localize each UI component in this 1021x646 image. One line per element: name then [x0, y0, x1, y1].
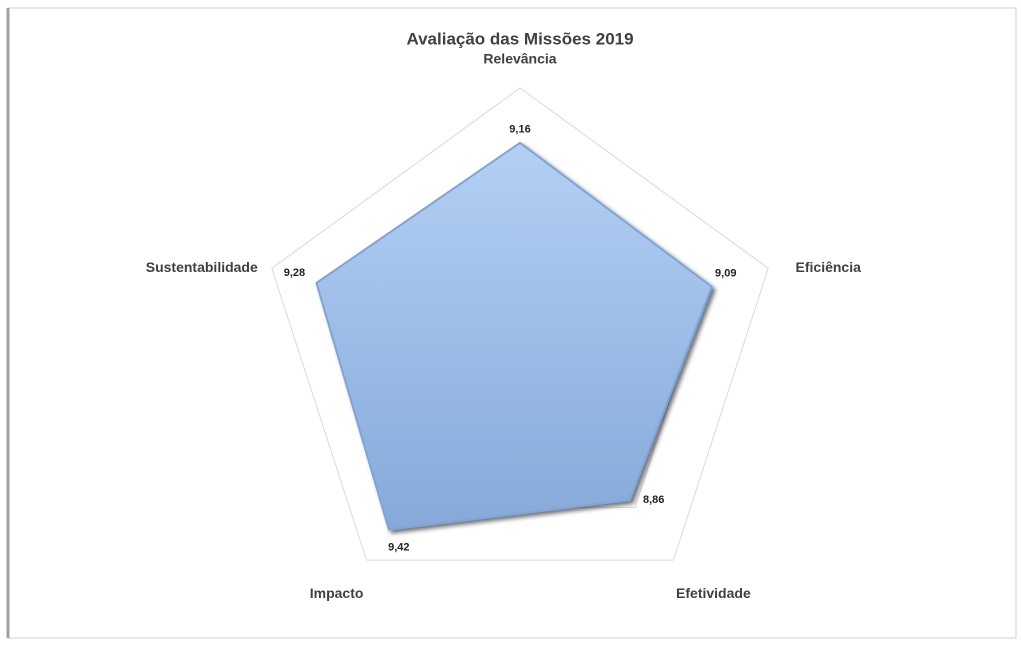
category-label: Impacto — [310, 585, 364, 601]
value-label: 9,42 — [388, 541, 409, 553]
value-label: 9,16 — [509, 124, 530, 136]
grid-ring — [271, 87, 769, 561]
radar-area — [315, 141, 713, 531]
chart-title: Avaliação das Missões 2019 — [406, 29, 633, 48]
category-label: Sustentabilidade — [146, 259, 258, 275]
category-label: Eficiência — [796, 259, 862, 275]
value-label: 9,28 — [284, 267, 305, 279]
category-label: Relevância — [483, 51, 556, 67]
value-label: 8,86 — [643, 494, 664, 506]
value-label: 9,09 — [715, 268, 736, 280]
category-label: Efetividade — [676, 585, 751, 601]
